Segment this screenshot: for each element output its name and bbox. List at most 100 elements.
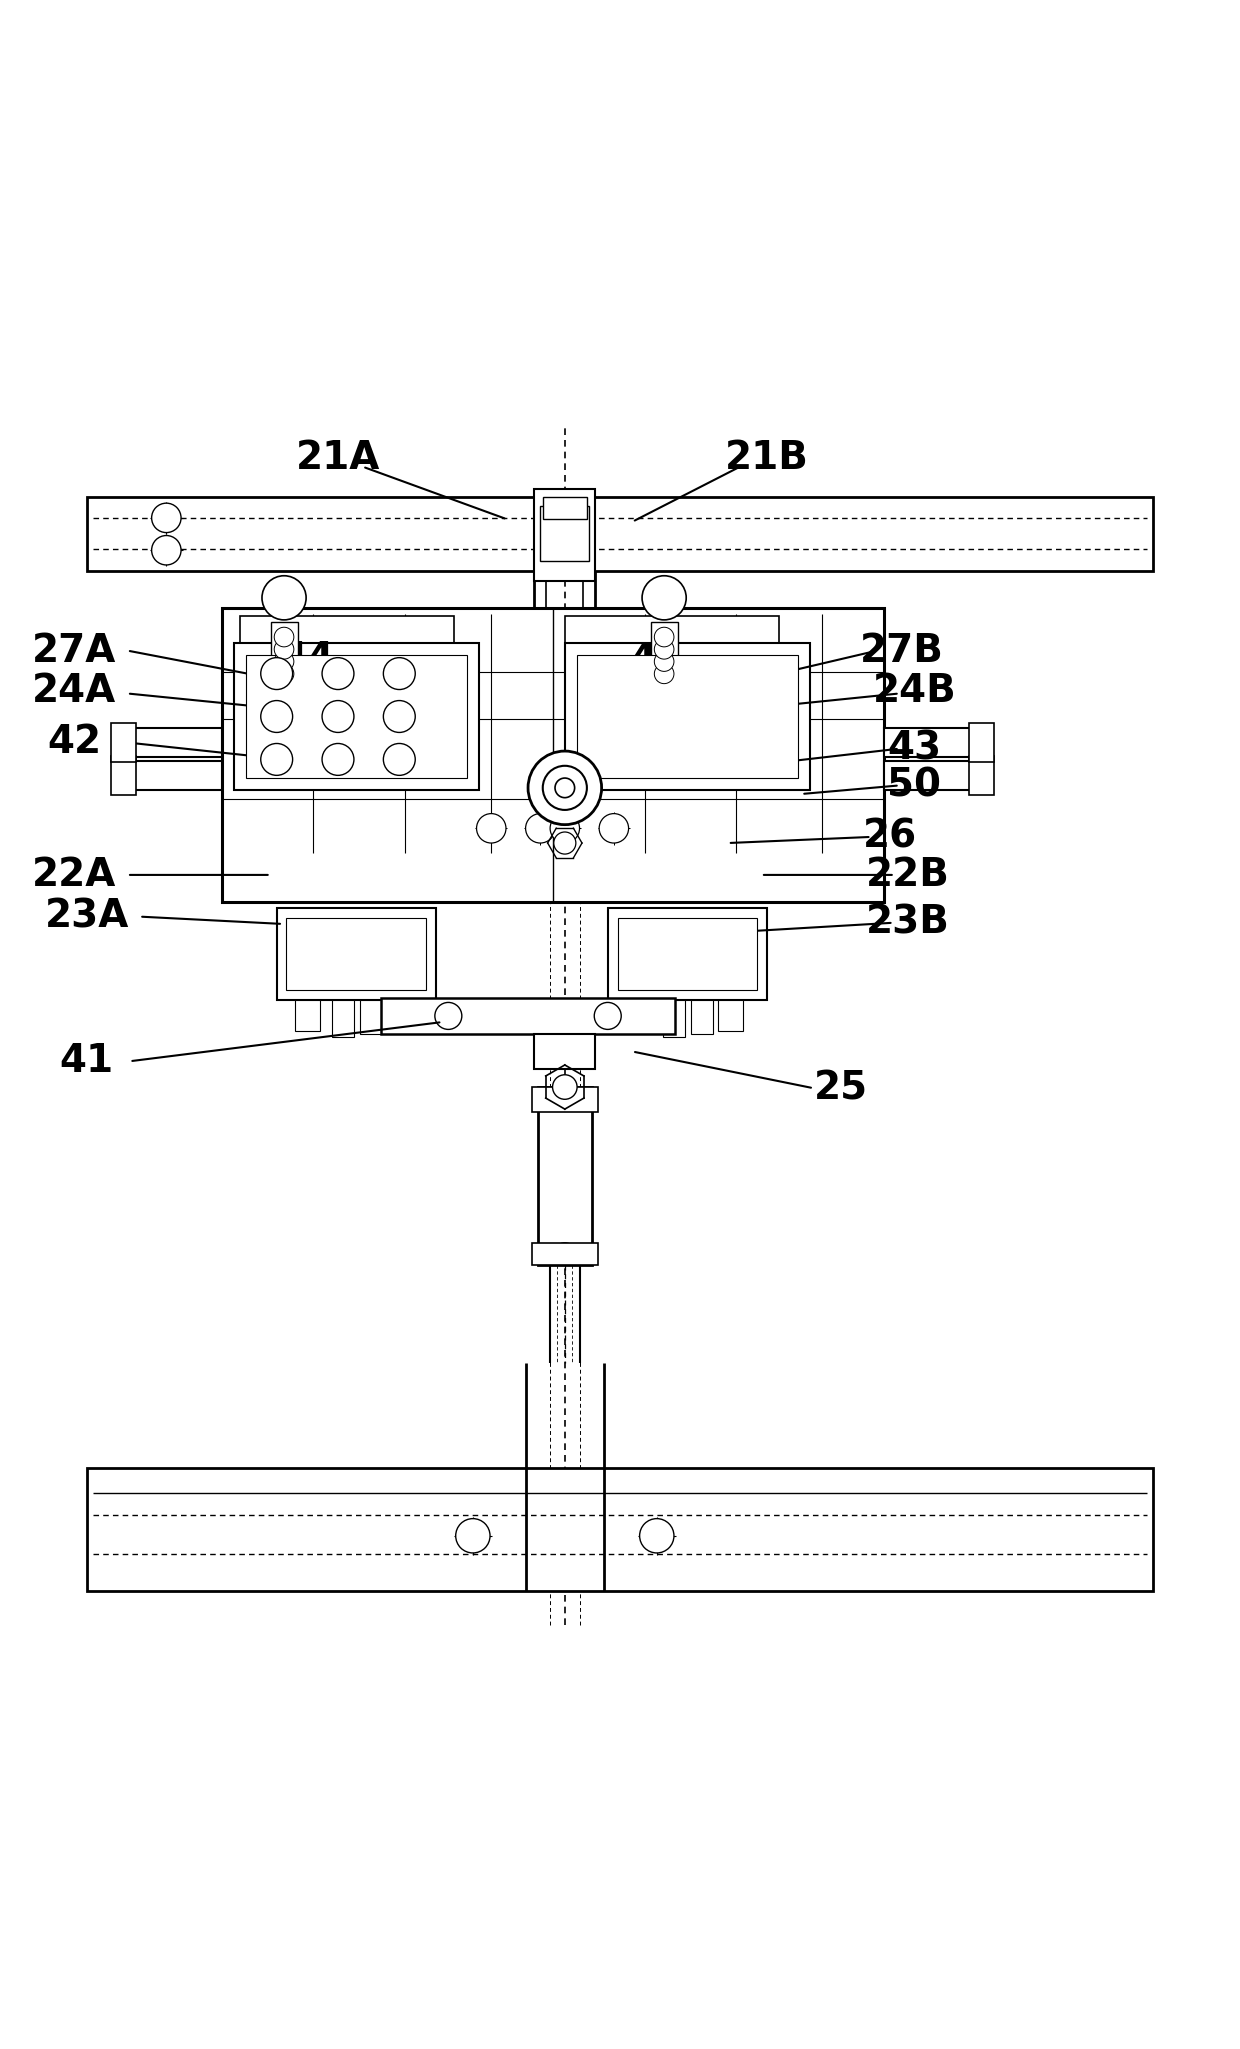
Circle shape [322, 701, 353, 731]
Circle shape [655, 627, 675, 647]
Circle shape [260, 701, 293, 731]
Circle shape [151, 535, 181, 566]
Circle shape [322, 658, 353, 691]
Text: 25: 25 [813, 1070, 868, 1106]
Bar [118, 760, 222, 791]
Circle shape [670, 963, 693, 988]
Bar [332, 1000, 353, 1037]
Text: 50: 50 [888, 766, 941, 805]
Text: 21A: 21A [296, 438, 381, 477]
Text: 24A: 24A [32, 672, 117, 711]
Circle shape [383, 744, 415, 775]
Bar [618, 918, 758, 990]
Circle shape [714, 658, 746, 691]
Bar [87, 1469, 1153, 1590]
Text: 23B: 23B [867, 904, 950, 943]
Circle shape [383, 658, 415, 691]
Circle shape [626, 963, 651, 988]
Circle shape [655, 639, 675, 660]
Circle shape [554, 1244, 575, 1264]
Text: 41: 41 [60, 1043, 114, 1080]
Circle shape [383, 744, 415, 775]
Bar [970, 723, 994, 762]
Bar [534, 1035, 595, 1070]
Circle shape [653, 658, 684, 691]
Bar [532, 1088, 598, 1111]
Circle shape [476, 813, 506, 842]
Circle shape [543, 766, 587, 809]
Circle shape [274, 664, 294, 684]
Circle shape [528, 752, 601, 824]
Text: 42: 42 [47, 723, 102, 762]
Text: 23A: 23A [45, 897, 129, 936]
Bar [381, 998, 675, 1035]
Text: 26: 26 [863, 818, 916, 856]
Circle shape [295, 963, 320, 988]
Circle shape [712, 963, 737, 988]
Bar [239, 617, 455, 697]
Circle shape [626, 932, 651, 957]
Circle shape [274, 639, 294, 660]
Circle shape [381, 932, 405, 957]
Text: 27B: 27B [861, 631, 944, 670]
Circle shape [526, 813, 556, 842]
Circle shape [591, 658, 624, 691]
Bar [718, 1000, 743, 1031]
Text: 43: 43 [887, 729, 941, 768]
Bar [543, 498, 587, 518]
Circle shape [653, 701, 684, 731]
Circle shape [554, 1088, 575, 1111]
Circle shape [260, 744, 293, 775]
Bar [295, 1000, 320, 1031]
Circle shape [322, 658, 353, 691]
Circle shape [712, 932, 737, 957]
Circle shape [151, 504, 181, 533]
Text: 44: 44 [280, 639, 335, 678]
Bar [534, 490, 595, 580]
Circle shape [435, 1002, 461, 1029]
Bar [577, 656, 797, 779]
Circle shape [339, 932, 362, 957]
Bar [222, 609, 884, 902]
Circle shape [714, 744, 746, 775]
Bar [360, 1000, 382, 1035]
Circle shape [322, 744, 353, 775]
Bar [532, 1244, 598, 1264]
Circle shape [653, 744, 684, 775]
Bar [541, 506, 589, 561]
Circle shape [456, 1518, 490, 1553]
Bar [663, 1000, 684, 1037]
Text: 45: 45 [630, 639, 683, 678]
Circle shape [591, 744, 624, 775]
Bar [626, 1000, 651, 1031]
Bar [884, 760, 988, 791]
Bar [87, 498, 1153, 572]
Text: 24B: 24B [873, 672, 956, 711]
Bar [387, 1000, 412, 1031]
Circle shape [551, 813, 579, 842]
Circle shape [714, 701, 746, 731]
Text: 21B: 21B [725, 438, 808, 477]
Circle shape [640, 1518, 675, 1553]
Circle shape [383, 701, 415, 731]
Circle shape [594, 1002, 621, 1029]
Bar [246, 656, 466, 779]
Text: 27A: 27A [32, 631, 117, 670]
Bar [651, 623, 677, 684]
Bar [970, 756, 994, 795]
Circle shape [591, 701, 624, 731]
Circle shape [655, 652, 675, 672]
Circle shape [339, 963, 362, 988]
Bar [286, 918, 427, 990]
Circle shape [260, 701, 293, 731]
Circle shape [260, 658, 293, 691]
Circle shape [553, 1076, 577, 1100]
Bar [112, 723, 135, 762]
Circle shape [381, 963, 405, 988]
Circle shape [670, 932, 693, 957]
Bar [565, 643, 810, 791]
Circle shape [274, 627, 294, 647]
Bar [234, 643, 479, 791]
Circle shape [260, 658, 293, 691]
Bar [565, 617, 780, 697]
